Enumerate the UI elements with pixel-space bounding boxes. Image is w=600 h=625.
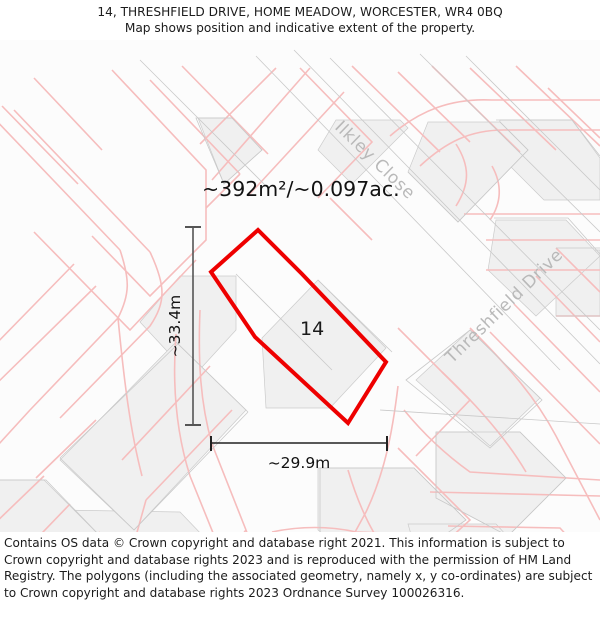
plot-number-label: 14 [300,318,324,340]
vertical-dimension-ruler [185,226,201,426]
page-title: 14, THRESHFIELD DRIVE, HOME MEADOW, WORC… [97,5,503,19]
vertical-dimension-label: ~33.4m [166,295,184,358]
map-canvas[interactable]: Ilkley Close Threshfield Drive 14 ~392m²… [0,40,600,532]
road-edges [0,49,600,532]
horizontal-dimension-label: ~29.9m [268,454,331,472]
page-subtitle: Map shows position and indicative extent… [124,21,476,35]
copyright-footer: Contains OS data © Crown copyright and d… [0,532,600,625]
building-footprints [0,117,600,532]
page-header: 14, THRESHFIELD DRIVE, HOME MEADOW, WORC… [0,0,600,40]
property-outline[interactable] [208,227,389,427]
map-svg: Ilkley Close Threshfield Drive 14 ~392m²… [0,49,600,532]
copyright-text: Contains OS data © Crown copyright and d… [4,536,593,600]
horizontal-dimension-ruler [210,436,388,451]
area-label: ~392m²/~0.097ac. [202,177,400,201]
